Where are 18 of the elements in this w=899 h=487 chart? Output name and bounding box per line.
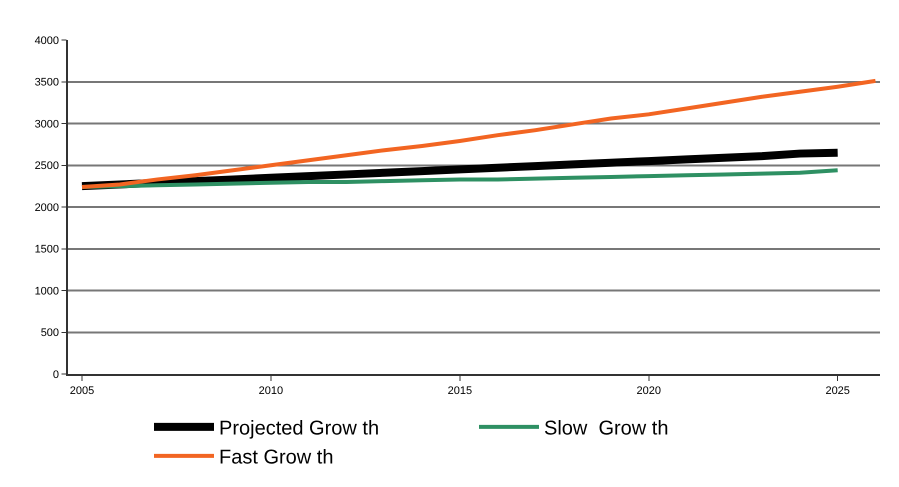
- y-tick-label: 4000: [34, 34, 60, 47]
- x-tick-label: 2015: [448, 384, 472, 397]
- legend-label: Projected Grow th: [219, 418, 380, 440]
- y-tick-label: 2000: [34, 202, 60, 214]
- x-tick-label: 2020: [636, 384, 661, 397]
- legend-label: Slow Grow th: [544, 418, 668, 440]
- y-tick-label: 1500: [34, 244, 60, 256]
- y-tick-label: 1000: [34, 285, 60, 298]
- y-tick-label: 3000: [34, 118, 60, 130]
- legend-label: Fast Grow th: [219, 446, 334, 469]
- y-tick-label: 0: [52, 368, 60, 381]
- x-tick-label: 2025: [825, 384, 850, 397]
- y-tick-label: 500: [40, 327, 60, 340]
- x-tick-label: 2005: [70, 384, 94, 397]
- x-tick-label: 2010: [258, 384, 284, 397]
- y-tick-label: 3500: [34, 76, 60, 89]
- y-tick-label: 2500: [34, 160, 60, 172]
- line-series: [80, 78, 878, 189]
